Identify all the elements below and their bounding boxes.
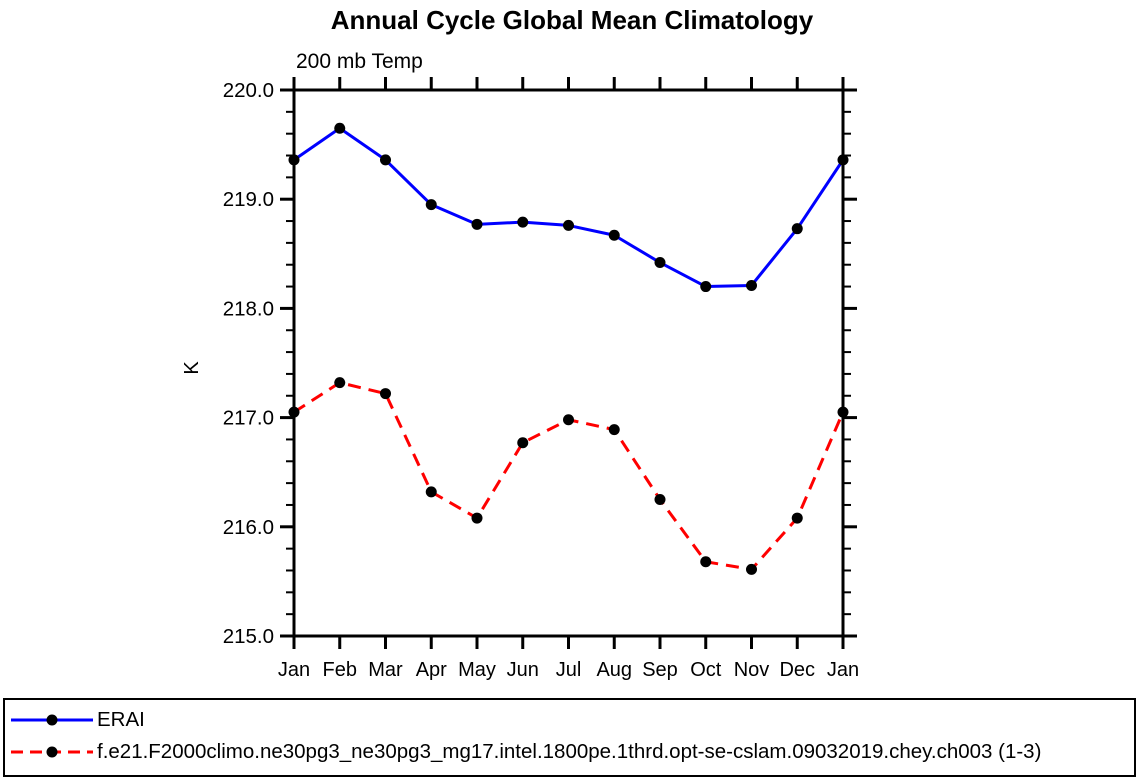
x-tick-label: Jul	[556, 659, 582, 681]
data-point-marker	[654, 257, 666, 269]
data-point-marker	[837, 154, 849, 166]
data-point-marker	[425, 199, 437, 211]
y-tick-label: 217.0	[223, 407, 274, 430]
data-point-marker	[654, 494, 666, 505]
x-tick-label: May	[458, 659, 496, 681]
x-tick-label: Mar	[368, 659, 403, 681]
data-point-marker	[791, 512, 803, 524]
plot-frame	[292, 88, 845, 638]
axes: Jan Feb Mar Apr May Jun Jul Aug Sep Oct Nov Dec Jan2…	[223, 77, 859, 681]
model-marker-icon	[46, 746, 58, 758]
x-tick-label: Oct	[690, 659, 722, 681]
x-tick-label: Apr	[416, 659, 447, 681]
model-legend-swatch	[11, 746, 93, 758]
y-tick-label: 215.0	[223, 625, 274, 648]
legend-label-erai: ERAI	[97, 708, 145, 731]
erai-legend-swatch	[11, 714, 93, 726]
data-point-marker	[746, 563, 757, 575]
legend-label-model: f.e21.F2000climo.ne30pg3_ne30pg3_mg17.in…	[97, 740, 1042, 763]
chart-subtitle: 200 mb Temp	[296, 50, 423, 73]
data-point-marker	[517, 216, 529, 228]
data-point-marker	[471, 218, 483, 230]
data-point-marker	[791, 223, 803, 235]
x-tick-label: Jan	[827, 659, 859, 681]
data-point-marker	[608, 229, 620, 241]
model-series-markers	[288, 377, 849, 575]
x-tick-label: Dec	[779, 659, 815, 681]
erai-marker-icon	[46, 714, 58, 726]
y-axis-label: K	[181, 361, 203, 375]
data-point-marker	[563, 414, 574, 426]
data-point-marker	[700, 556, 712, 568]
x-tick-label: Jan	[278, 659, 310, 681]
data-point-marker	[288, 406, 300, 418]
data-series	[288, 122, 849, 575]
data-point-marker	[380, 388, 391, 400]
y-tick-label: 216.0	[223, 516, 274, 539]
data-point-marker	[288, 154, 300, 166]
data-point-marker	[746, 279, 757, 291]
x-tick-label: Nov	[734, 659, 770, 681]
x-tick-label: Feb	[323, 659, 357, 681]
data-point-marker	[425, 486, 437, 498]
legend-row-erai: ERAI	[10, 704, 1134, 736]
legend: ERAI f.e21.F2000climo.ne30pg3_ne30pg3_mg…	[3, 698, 1136, 777]
y-tick-label: 220.0	[223, 79, 274, 102]
data-point-marker	[471, 512, 483, 524]
data-point-marker	[837, 406, 849, 418]
annual-cycle-chart: Annual Cycle Global Mean Climatology 200…	[181, 5, 859, 681]
chart-title: Annual Cycle Global Mean Climatology	[331, 5, 814, 35]
erai-series-line	[293, 126, 845, 289]
x-tick-label: Jun	[507, 659, 539, 681]
erai-series-markers	[288, 122, 849, 293]
data-point-marker	[380, 154, 391, 166]
x-tick-label: Aug	[596, 659, 632, 681]
model-series-line	[293, 381, 845, 571]
data-point-marker	[563, 219, 574, 231]
y-tick-label: 219.0	[223, 188, 274, 211]
data-point-marker	[517, 437, 529, 449]
data-point-marker	[334, 377, 346, 389]
data-point-marker	[334, 122, 346, 134]
legend-row-model: f.e21.F2000climo.ne30pg3_ne30pg3_mg17.in…	[10, 736, 1134, 768]
data-point-marker	[608, 424, 620, 436]
y-tick-label: 218.0	[223, 297, 274, 320]
x-tick-label: Sep	[642, 659, 678, 681]
data-point-marker	[700, 281, 712, 293]
